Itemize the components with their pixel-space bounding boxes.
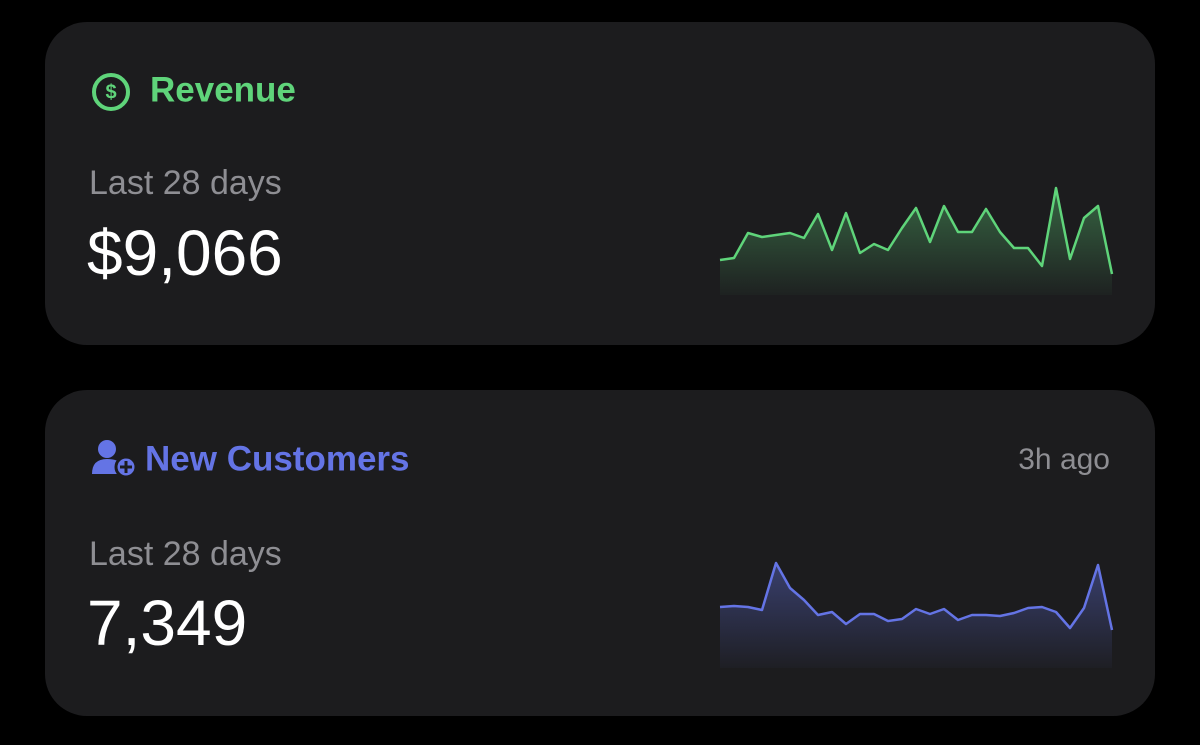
- sparkline-line: [719, 186, 1114, 275]
- metric-value: 7,349: [87, 587, 247, 659]
- updated-time: 3h ago: [1018, 443, 1110, 476]
- card-title: New Customers: [145, 439, 410, 478]
- card-title: Revenue: [150, 70, 296, 109]
- svg-text:$: $: [105, 81, 116, 103]
- period-label: Last 28 days: [89, 535, 282, 573]
- person-add-icon: [92, 440, 138, 479]
- sparkline-line: [719, 561, 1114, 631]
- metric-value: $9,066: [87, 217, 283, 289]
- period-label: Last 28 days: [89, 164, 282, 202]
- dollar-icon: $: [92, 73, 130, 111]
- sparkline-area: [720, 563, 1112, 668]
